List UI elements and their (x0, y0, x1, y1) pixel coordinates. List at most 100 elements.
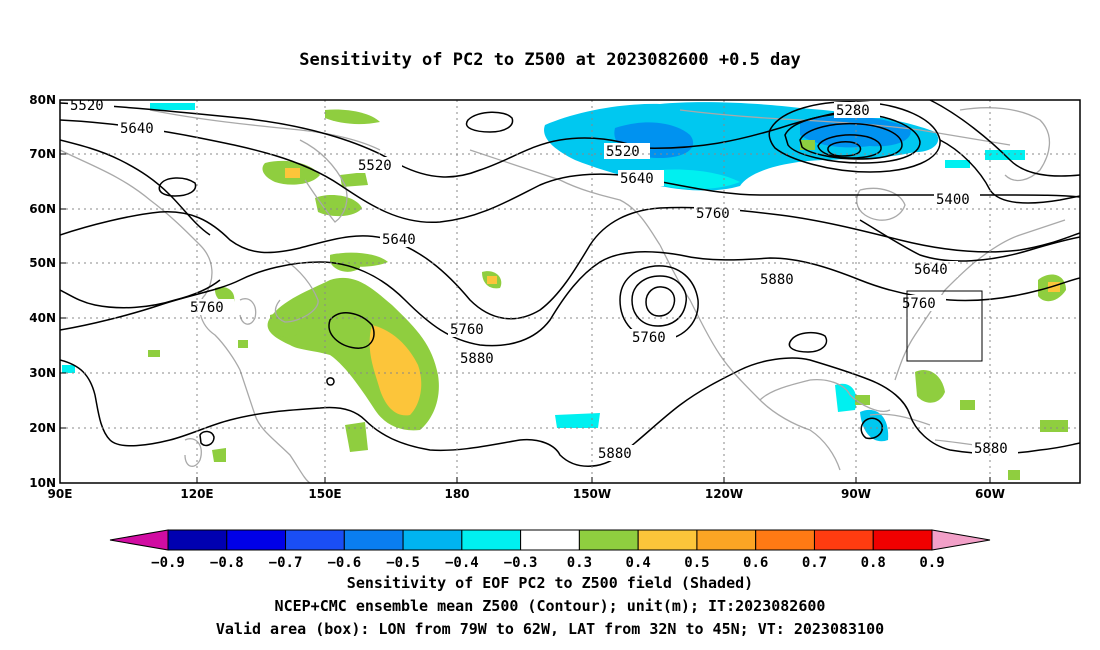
positive-shading-atlantic-1 (915, 370, 945, 403)
coast-asia-east (60, 149, 311, 483)
positive-shading-small-b (238, 340, 248, 348)
chart-title: Sensitivity of PC2 to Z500 at 2023082600… (299, 50, 801, 70)
positive-shading-small-a (148, 350, 160, 357)
z500-contours (60, 100, 1080, 467)
contour-5880-ring-west (328, 312, 375, 349)
lon-label: 120E (180, 487, 213, 501)
contour-label: 5760 (696, 206, 730, 222)
lat-label: 60N (29, 202, 56, 216)
colorbar-tick-label: 0.4 (626, 555, 651, 571)
caption-line-2: NCEP+CMC ensemble mean Z500 (Contour); u… (274, 597, 826, 615)
contour-5520-loop (465, 111, 514, 133)
colorbar-bins (109, 529, 991, 551)
coast-philippines (184, 438, 202, 467)
contour-5280-low-core (827, 141, 862, 157)
colorbar-tick-label: 0.5 (684, 555, 709, 571)
contour-label: 5880 (460, 351, 494, 367)
colorbar-bin (343, 529, 404, 551)
contour-5640-atlantic (859, 219, 1080, 262)
contour-5280-low-ring2 (784, 112, 921, 164)
contour-label: 5520 (358, 158, 392, 174)
positive-shading-japan-south (270, 313, 300, 338)
lon-label: 120W (705, 487, 743, 501)
positive-shading-atlantic-3 (1040, 420, 1068, 432)
colorbar-tick-label: 0.6 (743, 555, 768, 571)
colorbar-bin (637, 529, 698, 551)
positive-shading-west-pacific-core (369, 325, 422, 416)
negative-shading-small-1 (150, 103, 195, 110)
colorbar-bin (167, 529, 228, 551)
lat-label: 50N (29, 256, 56, 270)
coast-japan (274, 259, 319, 323)
tick-marks (60, 153, 991, 483)
contour-label: 5520 (70, 98, 104, 114)
positive-shading-philippines (345, 422, 368, 452)
colorbar-tick-label: −0.4 (445, 555, 479, 571)
gridlines (60, 100, 1080, 483)
colorbar-tick-label: 0.8 (861, 555, 886, 571)
colorbar-bin (461, 529, 522, 551)
contour-5880-pocket (788, 331, 828, 353)
contour-5880-small-1 (199, 430, 215, 447)
colorbar-tick-label: −0.7 (269, 555, 303, 571)
coast-mexico-gulf (759, 379, 891, 412)
lat-label: 10N (29, 476, 56, 490)
contour-label: 5280 (836, 103, 870, 119)
contour-5280-low-ring4 (817, 134, 882, 159)
contour-label: 5640 (120, 121, 154, 137)
contour-label: 5520 (606, 144, 640, 160)
caption-line-3: Valid area (box): LON from 79W to 62W, L… (215, 620, 885, 638)
positive-shading-arctic-sea (325, 109, 380, 125)
latitude-labels: 80N 70N 60N 50N 40N 30N 20N 10N (29, 93, 56, 490)
contour-5760-high-inner (631, 275, 687, 327)
colorbar-tick-label: −0.6 (327, 555, 361, 571)
colorbar-tick-label: −0.9 (151, 555, 185, 571)
contour-label: 5760 (632, 330, 666, 346)
colorbar-tick-label: 0.3 (567, 555, 592, 571)
contour-5640-north (60, 119, 1080, 224)
colorbar-labels: −0.9 −0.8 −0.7 −0.6 −0.5 −0.4 −0.3 0.3 0.4 0.5 0.6… (151, 555, 945, 571)
positive-shading-atlantic-5 (1008, 470, 1020, 480)
positive-shading-atlantic-4 (960, 400, 975, 410)
contour-5760-high-core (645, 286, 676, 317)
coast-canada-east (974, 219, 1066, 263)
lat-label: 20N (29, 421, 56, 435)
coast-hudson-bay (856, 187, 906, 221)
contour-5880-south (60, 357, 1080, 467)
colorbar-triangle-low (109, 529, 169, 551)
contour-label: 5760 (190, 300, 224, 316)
longitude-labels: 90E 120E 150E 180 150W 120W 90W 60W (48, 487, 1005, 501)
negative-shading-cyan-edge (660, 169, 740, 190)
colorbar-bin (872, 529, 933, 551)
positive-shading-bering (340, 172, 368, 187)
contour-label: 5760 (450, 322, 484, 338)
lat-label: 40N (29, 311, 56, 325)
colorbar-bin (578, 529, 639, 551)
positive-shading-mid-pacific-core (487, 276, 497, 284)
contour-5760-west (60, 279, 221, 309)
coast-us-east (894, 261, 976, 381)
colorbar-tick-label: 0.9 (919, 555, 944, 571)
contour-5280-low-ring3 (799, 122, 903, 160)
colorbar: −0.9 −0.8 −0.7 −0.6 −0.5 −0.4 −0.3 0.3 0.4 0.5 0.6… (109, 529, 991, 571)
lon-label: 180 (444, 487, 469, 501)
lon-label: 90W (841, 487, 871, 501)
contour-5880-small-3 (326, 377, 335, 386)
positive-shading-scs (212, 448, 226, 462)
valid-area-box (906, 290, 983, 362)
negative-shading-small-5 (835, 383, 857, 412)
lat-label: 70N (29, 147, 56, 161)
negative-shading-small-4 (555, 413, 600, 428)
contour-label: 5640 (914, 262, 948, 278)
colorbar-bin (755, 529, 815, 551)
colorbar-bin (696, 529, 757, 551)
coast-kamchatka (299, 139, 348, 223)
contour-5520-atlantic (929, 100, 1080, 177)
contour-label: 5880 (974, 441, 1008, 457)
contour-label: 5400 (936, 192, 970, 208)
positive-shading-aleutian-1 (330, 252, 388, 267)
coast-siberia-north (149, 109, 381, 151)
coast-greenland (959, 107, 1051, 182)
positive-shading-hudson (800, 140, 815, 150)
colorbar-bin (813, 529, 874, 551)
